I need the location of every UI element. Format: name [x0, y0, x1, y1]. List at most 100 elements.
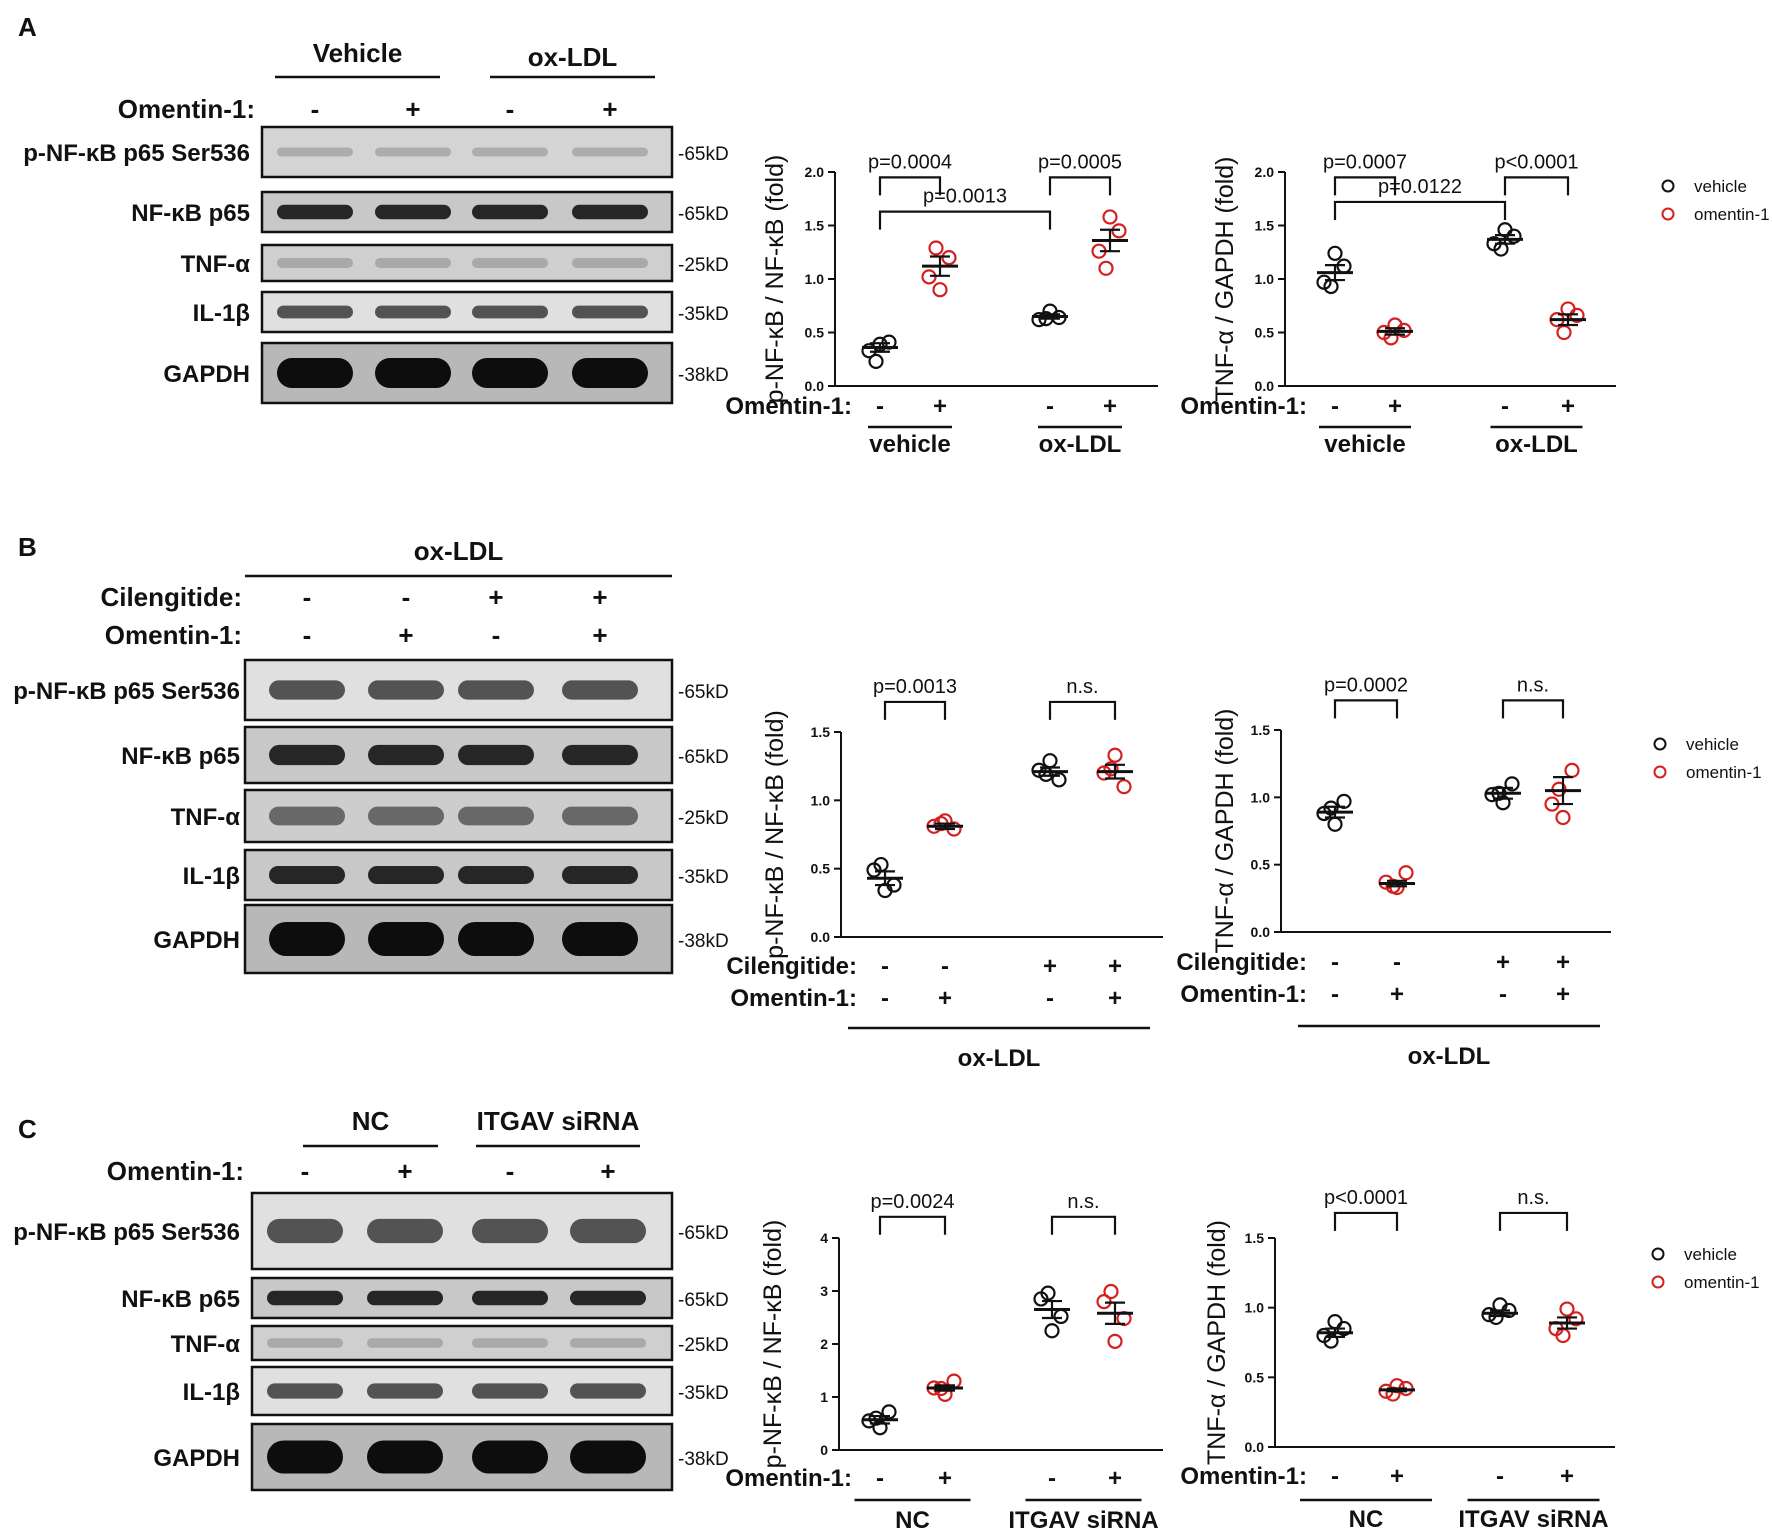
blot-band — [562, 866, 638, 884]
blot-row-label: TNF-α — [181, 251, 251, 278]
data-point — [1568, 1311, 1584, 1327]
treatment-sign: + — [592, 582, 607, 612]
blot-band — [570, 1440, 646, 1474]
molecular-weight-label: -65kD — [678, 144, 729, 165]
blot-group-label: ox-LDL — [528, 42, 618, 72]
p-value-label: p<0.0001 — [1324, 1187, 1408, 1209]
treatment-sign: - — [1393, 949, 1401, 976]
group-label: vehicle — [1324, 431, 1405, 458]
y-tick-label: 1.0 — [805, 271, 825, 287]
blot-band — [277, 305, 353, 319]
treatment-sign: + — [1556, 949, 1570, 976]
significance-bracket: n.s. — [1048, 676, 1117, 720]
y-tick-label: 0.5 — [1251, 857, 1271, 873]
bracket-line — [878, 210, 1052, 230]
y-tick-label: 0.0 — [1245, 1439, 1265, 1455]
bracket-line — [1333, 699, 1399, 719]
treatment-sign: + — [592, 620, 607, 650]
y-tick-label: 1.5 — [811, 724, 831, 740]
blot-row: GAPDH -38kD — [153, 903, 729, 975]
blot-band — [368, 680, 444, 700]
data-point — [928, 240, 944, 256]
treatment-sign: - — [1331, 949, 1339, 976]
blot-band — [472, 305, 548, 319]
group-label: vehicle — [869, 431, 950, 458]
legend-label-vehicle: vehicle — [1694, 177, 1747, 196]
group-label: ox-LDL — [1495, 431, 1578, 458]
significance-bracket: p=0.0013 — [878, 186, 1052, 230]
significance-bracket: n.s. — [1050, 1191, 1117, 1235]
blot-band — [472, 147, 548, 157]
blot-band — [472, 257, 548, 269]
bracket-line — [878, 1215, 947, 1235]
molecular-weight-label: -38kD — [678, 1449, 729, 1470]
data-point — [1323, 1333, 1339, 1349]
blot-band — [367, 1218, 443, 1244]
y-tick-label: 2.0 — [1255, 164, 1275, 180]
p-value-label: p=0.0004 — [868, 151, 952, 173]
bracket-line — [1050, 1215, 1117, 1235]
blot-band — [472, 358, 548, 388]
legend-label-omentin: omentin-1 — [1686, 763, 1762, 782]
group-label: ox-LDL — [958, 1045, 1041, 1072]
legend-label-omentin: omentin-1 — [1694, 205, 1770, 224]
blot-band — [367, 1383, 443, 1399]
blot-row-label: GAPDH — [153, 1445, 240, 1472]
legend: vehicle omentin-1 — [1651, 1245, 1760, 1292]
y-axis-label: TNF-α / GAPDH (fold) — [1211, 156, 1239, 401]
y-tick-label: 1.0 — [1255, 271, 1275, 287]
group-label: ITGAV siRNA — [1458, 1506, 1608, 1533]
molecular-weight-label: -25kD — [678, 808, 729, 829]
blot-row-label: IL-1β — [183, 863, 240, 890]
bracket-line — [1501, 699, 1565, 719]
data-point — [1040, 1285, 1056, 1301]
blot-band — [458, 866, 534, 884]
blot-row: IL-1β -35kD — [183, 848, 729, 902]
y-tick-label: 1.0 — [1245, 1300, 1265, 1316]
bracket-line — [1503, 176, 1570, 196]
blot-band — [472, 1290, 548, 1306]
treatment-sign: + — [600, 1156, 615, 1186]
blot-band — [458, 922, 534, 956]
blot-band — [570, 1383, 646, 1399]
blot-band — [562, 680, 638, 700]
y-axis-label: p-NF-κB / NF-κB (fold) — [759, 1220, 787, 1469]
blot-band — [570, 1218, 646, 1244]
data-point — [932, 282, 948, 298]
treatment-label: Omentin-1: — [1180, 1463, 1307, 1490]
molecular-weight-label: -65kD — [678, 1223, 729, 1244]
blot-band — [277, 204, 353, 220]
treatment-sign: + — [938, 985, 952, 1012]
blot-row: TNF-α -25kD — [171, 1324, 729, 1362]
data-point — [1327, 245, 1343, 261]
blot-row-label: p-NF-κB p65 Ser536 — [13, 678, 240, 705]
group-label: ox-LDL — [1039, 431, 1122, 458]
treatment-sign: + — [1043, 953, 1057, 980]
blot-row-label: NF-κB p65 — [121, 743, 240, 770]
p-value-label: p=0.0013 — [923, 186, 1007, 208]
treatment-sign: - — [1046, 985, 1054, 1012]
blot-band — [472, 1338, 548, 1348]
blot-row: GAPDH -38kD — [163, 341, 729, 405]
p-value-label: n.s. — [1517, 1187, 1549, 1209]
significance-bracket: p=0.0004 — [868, 151, 952, 196]
blot-band — [277, 358, 353, 388]
y-tick-label: 0.5 — [805, 325, 825, 341]
blot-row-label: IL-1β — [193, 300, 250, 327]
blot-band — [562, 806, 638, 826]
blot-row: IL-1β -35kD — [193, 290, 729, 334]
blot-band — [375, 204, 451, 220]
bracket-line — [878, 176, 942, 196]
significance-bracket: p=0.0122 — [1333, 176, 1507, 220]
blot-band — [277, 147, 353, 157]
data-point — [1053, 1308, 1069, 1325]
blot-band — [375, 305, 451, 319]
blot-group-label: Vehicle — [313, 38, 403, 68]
molecular-weight-label: -25kD — [678, 1335, 729, 1356]
data-point — [1107, 1333, 1123, 1349]
blot-band — [570, 1338, 646, 1348]
treatment-sign: + — [1103, 393, 1117, 420]
significance-bracket: p=0.0007 — [1323, 151, 1407, 196]
